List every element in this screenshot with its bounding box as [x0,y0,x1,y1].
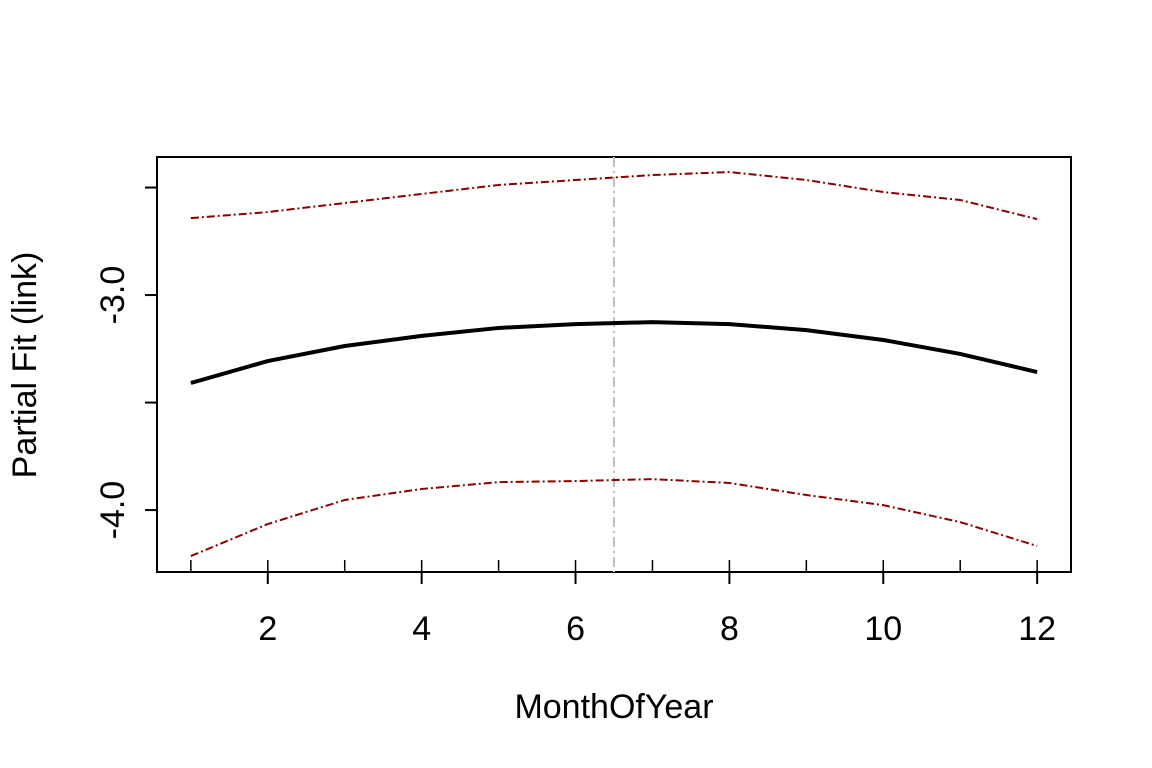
series-line [190,171,1038,221]
x-axis-label: MonthOfYear [514,688,713,726]
x-tick-label: 2 [258,610,277,648]
y-axis-label: Partial Fit (link) [6,252,44,479]
series-line [190,478,1038,558]
x-tick-label: 4 [412,610,431,648]
y-tick-label: -4.0 [94,481,132,540]
x-tick-label: 10 [864,610,902,648]
x-tick-label: 12 [1018,610,1056,648]
x-tick-label: 6 [566,610,585,648]
series-line [190,320,1038,385]
y-tick-label: -3.0 [94,266,132,325]
x-tick-label: 8 [720,610,739,648]
